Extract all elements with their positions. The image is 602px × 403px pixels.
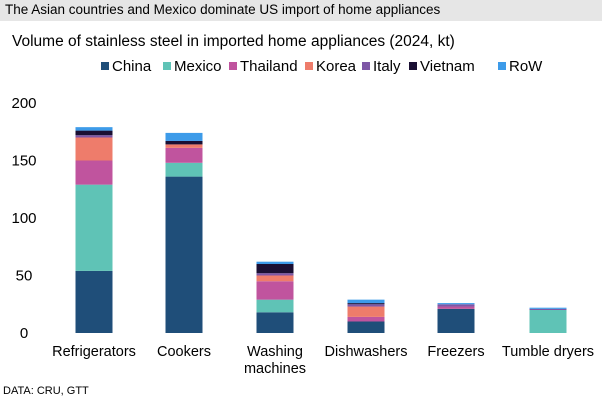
x-category-label: Refrigerators — [52, 344, 136, 360]
y-tick-label: 50 — [16, 268, 33, 285]
bar-segment-korea — [347, 306, 385, 317]
bar-segment-china — [75, 270, 113, 333]
y-tick-label: 100 — [11, 210, 36, 227]
legend-label-italy: Italy — [373, 58, 401, 75]
x-category-label: Washing — [247, 344, 303, 360]
y-tick-label: 0 — [20, 325, 28, 342]
bar-segment-china — [165, 176, 203, 333]
legend-label-china: China — [112, 58, 152, 75]
legend-swatch-china — [101, 62, 109, 70]
chart-title: Volume of stainless steel in imported ho… — [12, 33, 455, 50]
legend-swatch-row — [498, 62, 506, 70]
bar-segment-mexico — [256, 299, 294, 313]
y-tick-label: 150 — [11, 153, 36, 170]
bar-segment-row — [256, 261, 294, 264]
legend-label-row: RoW — [509, 58, 543, 75]
bar-segment-mexico — [529, 310, 567, 333]
header-bar: The Asian countries and Mexico dominate … — [0, 0, 602, 21]
data-source: DATA: CRU, GTT — [3, 385, 89, 397]
bar-segment-korea — [165, 144, 203, 148]
bar-segment-mexico — [165, 162, 203, 177]
bar-segment-thailand — [437, 306, 475, 309]
legend-swatch-vietnam — [409, 62, 417, 70]
bar-segment-row — [165, 132, 203, 141]
header-title: The Asian countries and Mexico dominate … — [5, 2, 441, 17]
bar-segment-vietnam — [256, 264, 294, 274]
legend-swatch-korea — [305, 62, 313, 70]
legend-swatch-italy — [362, 62, 370, 70]
bar-segment-korea — [75, 137, 113, 161]
bar-segment-row — [347, 299, 385, 304]
x-category-label: Tumble dryers — [502, 344, 594, 360]
bar-segment-vietnam — [165, 140, 203, 145]
bar-segment-thailand — [256, 281, 294, 300]
bar-segment-italy — [529, 308, 567, 310]
legend-swatch-thailand — [229, 62, 237, 70]
y-tick-label: 200 — [11, 95, 36, 112]
bar-segment-thailand — [347, 316, 385, 322]
legend-swatch-mexico — [163, 62, 171, 70]
bar-segment-china — [256, 312, 294, 333]
bar-segment-row — [75, 127, 113, 131]
legend-label-mexico: Mexico — [174, 58, 222, 75]
bar-segment-mexico — [75, 184, 113, 271]
bar-segment-thailand — [165, 147, 203, 163]
x-category-label: machines — [244, 361, 306, 377]
x-category-label: Dishwashers — [325, 344, 408, 360]
bar-segment-italy — [75, 135, 113, 138]
legend-label-korea: Korea — [316, 58, 357, 75]
bar-segment-korea — [256, 275, 294, 282]
legend-label-vietnam: Vietnam — [420, 58, 475, 75]
bar-segment-china — [437, 308, 475, 333]
bar-segment-thailand — [75, 160, 113, 185]
legend-label-thailand: Thailand — [240, 58, 298, 75]
bar-segment-china — [347, 321, 385, 333]
bar-segment-vietnam — [75, 130, 113, 136]
bar-segment-italy — [347, 304, 385, 307]
bar-segment-vietnam — [347, 303, 385, 305]
x-category-label: Cookers — [157, 344, 211, 360]
bar-segment-italy — [256, 273, 294, 276]
bar-segment-italy — [437, 304, 475, 307]
x-category-label: Freezers — [427, 344, 484, 360]
bar-segment-row — [437, 303, 475, 305]
bar-segment-row — [529, 307, 567, 309]
